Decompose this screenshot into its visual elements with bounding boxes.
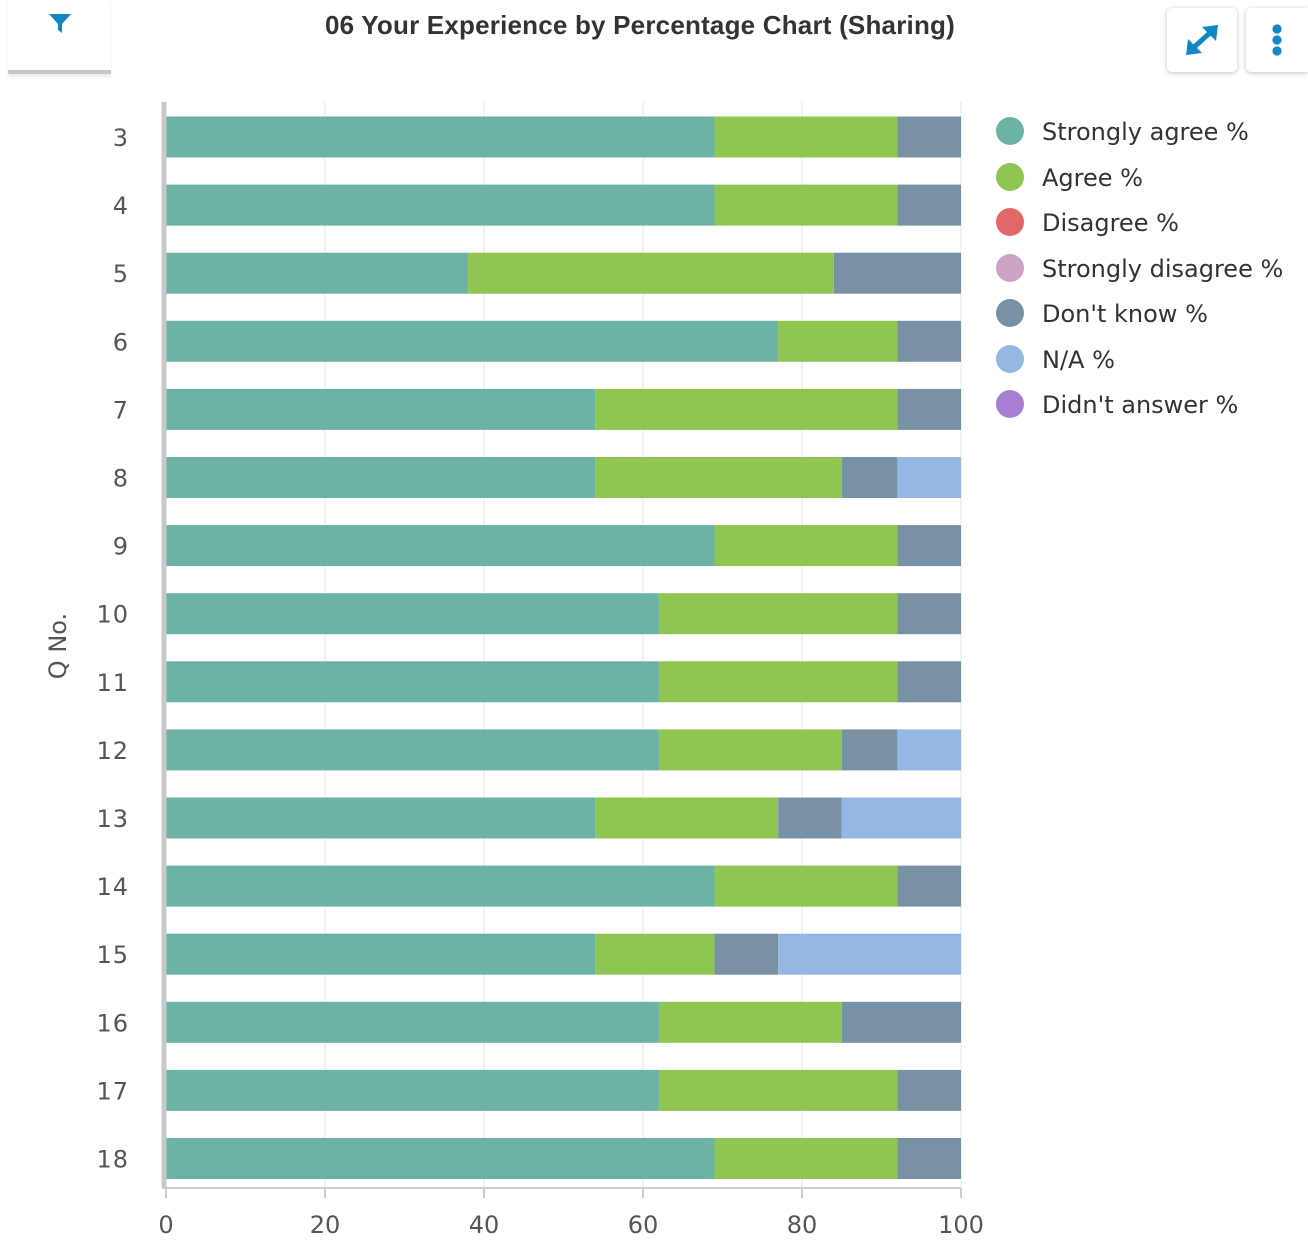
x-tick-label: 60 <box>628 1211 659 1239</box>
y-tick-label: 12 <box>96 737 129 765</box>
legend-swatch <box>996 253 1024 282</box>
chart-title: 06 Your Experience by Percentage Chart (… <box>325 10 955 40</box>
axes: 0 20 40 60 80 100 3 4 5 6 7 8 9 10 11 12 13 14 15 16 17 18 <box>96 102 984 1239</box>
bar-segment[interactable] <box>841 1001 961 1043</box>
bar-segment[interactable] <box>897 116 961 158</box>
y-tick-label: 4 <box>113 192 129 220</box>
bar-segment[interactable] <box>166 729 659 771</box>
bar-segment[interactable] <box>897 729 961 771</box>
bar-segment[interactable] <box>166 933 596 975</box>
y-tick-label: 10 <box>96 601 129 629</box>
bar-segment[interactable] <box>166 252 469 294</box>
bar-segment[interactable] <box>714 116 898 158</box>
y-tick-label: 18 <box>96 1146 129 1174</box>
expand-button[interactable] <box>1167 8 1237 72</box>
bar-segment[interactable] <box>166 457 596 498</box>
legend-label: Strongly disagree % <box>1042 254 1284 283</box>
legend-label: Disagree % <box>1042 209 1179 237</box>
bar-segment[interactable] <box>595 933 715 975</box>
y-tick-label: 7 <box>113 396 129 424</box>
y-tick-label: 15 <box>96 941 129 969</box>
more-vertical-icon <box>1272 24 1282 56</box>
bar-segment[interactable] <box>595 457 842 498</box>
bar-segment[interactable] <box>897 593 961 635</box>
y-tick-label: 5 <box>113 260 129 288</box>
bar-segment[interactable] <box>658 661 898 703</box>
bars <box>166 116 961 1179</box>
bar-segment[interactable] <box>841 797 961 839</box>
bar-segment[interactable] <box>841 729 898 771</box>
x-tick-label: 20 <box>310 1211 341 1239</box>
bar-segment[interactable] <box>897 525 961 567</box>
bar-segment[interactable] <box>658 1001 842 1043</box>
x-tick-label: 80 <box>787 1211 818 1239</box>
legend-label: Don't know % <box>1042 300 1208 328</box>
legend-swatch <box>996 299 1024 327</box>
bar-segment[interactable] <box>714 865 898 907</box>
y-tick-label: 3 <box>113 124 129 152</box>
bar-segment[interactable] <box>658 729 842 771</box>
expand-icon <box>1186 25 1218 55</box>
y-tick-label: 8 <box>113 465 129 493</box>
x-tick-label: 100 <box>938 1211 984 1239</box>
bar-segment[interactable] <box>778 320 898 362</box>
y-axis-title: Q No. <box>44 613 72 679</box>
bar-segment[interactable] <box>833 252 961 294</box>
y-tick-label: 13 <box>96 805 129 833</box>
more-options-button[interactable] <box>1246 8 1308 72</box>
legend-swatch <box>996 117 1024 145</box>
bar-segment[interactable] <box>897 1069 961 1111</box>
legend-swatch <box>996 162 1024 191</box>
y-tick-label: 16 <box>96 1009 129 1037</box>
bar-segment[interactable] <box>166 1138 715 1179</box>
bar-segment[interactable] <box>714 184 898 226</box>
y-tick-label: 6 <box>113 328 129 356</box>
y-tick-label: 17 <box>96 1077 129 1105</box>
bar-segment[interactable] <box>658 1069 898 1111</box>
bar-segment[interactable] <box>897 865 961 907</box>
bar-segment[interactable] <box>166 184 715 226</box>
bar-segment[interactable] <box>166 593 659 635</box>
bar-segment[interactable] <box>468 252 834 294</box>
bar-segment[interactable] <box>166 1001 659 1043</box>
x-tick-label: 40 <box>469 1211 500 1239</box>
bar-segment[interactable] <box>166 661 659 703</box>
bar-segment[interactable] <box>166 525 715 567</box>
bar-segment[interactable] <box>897 320 961 362</box>
legend-label: Didn't answer % <box>1042 391 1239 419</box>
bar-segment[interactable] <box>778 797 842 839</box>
bar-segment[interactable] <box>166 388 596 430</box>
legend-label: Strongly agree % <box>1042 118 1249 146</box>
bar-segment[interactable] <box>897 1138 961 1179</box>
bar-segment[interactable] <box>166 1069 659 1111</box>
bar-segment[interactable] <box>166 116 715 158</box>
bar-segment[interactable] <box>897 457 961 498</box>
legend-label: Agree % <box>1042 163 1143 192</box>
bar-segment[interactable] <box>595 797 779 839</box>
bar-segment[interactable] <box>166 797 596 839</box>
y-tick-label: 14 <box>96 873 129 901</box>
filter-icon <box>48 14 71 33</box>
bar-segment[interactable] <box>714 933 779 975</box>
bar-segment[interactable] <box>166 320 779 362</box>
bar-segment[interactable] <box>897 388 961 430</box>
bar-segment[interactable] <box>897 661 961 703</box>
y-tick-label: 9 <box>113 533 129 561</box>
bar-segment[interactable] <box>714 525 898 567</box>
legend-swatch <box>996 390 1024 418</box>
bar-segment[interactable] <box>714 1138 898 1179</box>
bar-segment[interactable] <box>658 593 898 635</box>
bar-segment[interactable] <box>166 865 715 907</box>
bar-segment[interactable] <box>778 933 961 975</box>
legend-label: N/A % <box>1042 345 1115 374</box>
y-tick-label: 11 <box>96 669 129 697</box>
x-tick-label: 0 <box>158 1211 173 1239</box>
bar-segment[interactable] <box>897 184 961 226</box>
bar-segment[interactable] <box>595 388 898 430</box>
legend-swatch <box>996 208 1024 236</box>
bar-segment[interactable] <box>841 457 898 498</box>
filter-button[interactable] <box>8 0 111 74</box>
legend-swatch <box>996 344 1024 373</box>
